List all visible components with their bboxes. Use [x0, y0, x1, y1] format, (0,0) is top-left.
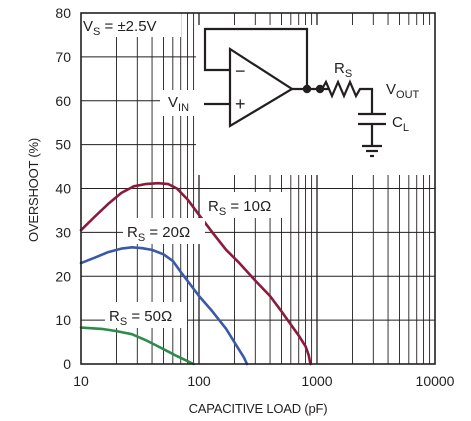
y-tick-label: 10 [55, 312, 71, 328]
vout-node [315, 84, 325, 94]
x-tick-label: 10000 [416, 373, 455, 389]
plot-frame [80, 12, 436, 365]
x-tick-label: 10 [73, 373, 89, 389]
x-tick-label: 100 [187, 373, 211, 389]
schematic-inset: − + VS = ±2.5V VIN RS VOUT CL [79, 13, 436, 175]
cl-label: CL [392, 114, 409, 134]
rs20-label-background [123, 218, 205, 244]
opamp-symbol [228, 46, 295, 128]
y-axis-label: OVERSHOOT (%) [26, 138, 41, 242]
series-line-2 [79, 246, 249, 366]
noninverting-input-sign: + [235, 94, 246, 114]
series [79, 181, 312, 366]
vout-label: VOUT [386, 81, 420, 101]
y-tick-label: 40 [55, 181, 71, 197]
y-tick-label: 20 [55, 268, 71, 284]
rs-resistor-symbol [321, 79, 374, 114]
series-line-1 [79, 181, 312, 366]
series-label-rs10: RS = 10Ω [208, 198, 271, 218]
y-tick-label: 50 [55, 137, 71, 153]
y-tick-label: 30 [55, 224, 71, 240]
inverting-input-sign: − [235, 61, 246, 81]
feedback-wire [203, 27, 309, 89]
vin-label-background [160, 90, 210, 116]
vin-label: VIN [168, 94, 189, 114]
output-node [302, 84, 312, 94]
x-tick-label: 1000 [301, 373, 332, 389]
supply-voltage-label: VS = ±2.5V [83, 18, 157, 38]
series-label-rs20: RS = 20Ω [127, 224, 190, 244]
y-tick-label: 80 [55, 5, 71, 21]
y-tick-label: 60 [55, 93, 71, 109]
x-axis-label: CAPACITIVE LOAD (pF) [189, 401, 328, 416]
rs50-label-background [105, 302, 187, 328]
series-line-3 [79, 326, 195, 366]
y-tick-label: 0 [63, 356, 71, 372]
series-labels: RS = 10Ω RS = 20Ω RS = 50Ω [105, 192, 286, 328]
y-tick-label: 70 [55, 49, 71, 65]
supply-label-background [79, 13, 181, 37]
rs-label: RS [334, 60, 352, 80]
series-label-rs50: RS = 50Ω [109, 308, 172, 328]
rs10-label-background [204, 192, 286, 218]
